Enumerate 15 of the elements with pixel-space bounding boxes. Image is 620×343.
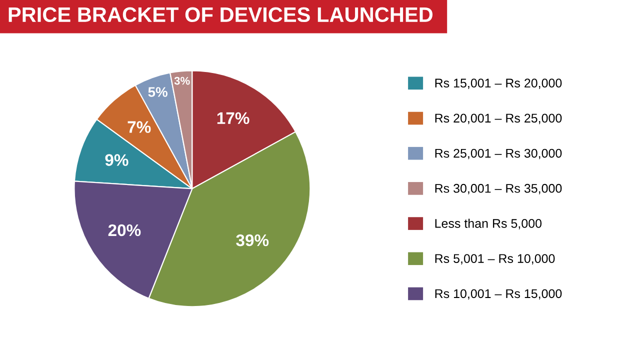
data-label: 5% bbox=[148, 87, 168, 97]
legend-label: Rs 5,001 – Rs 10,000 bbox=[435, 254, 555, 264]
legend-label: Rs 15,001 – Rs 20,000 bbox=[435, 78, 562, 89]
data-label: 9% bbox=[105, 154, 128, 166]
legend-label: Rs 25,001 – Rs 30,000 bbox=[435, 148, 562, 160]
legend-label: Rs 20,001 – Rs 25,000 bbox=[435, 114, 562, 124]
data-label: 39% bbox=[236, 234, 269, 246]
data-label: 20% bbox=[108, 224, 141, 236]
data-label: 17% bbox=[217, 112, 250, 124]
chart-title: PRICE BRACKET OF DEVICES LAUNCHED bbox=[8, 7, 433, 22]
data-label: 7% bbox=[128, 121, 151, 133]
data-label: 3% bbox=[174, 76, 190, 85]
legend-label: Rs 30,001 – Rs 35,000 bbox=[435, 184, 562, 194]
legend-label: Less than Rs 5,000 bbox=[435, 218, 542, 230]
legend-label: Rs 10,001 – Rs 15,000 bbox=[435, 289, 562, 300]
